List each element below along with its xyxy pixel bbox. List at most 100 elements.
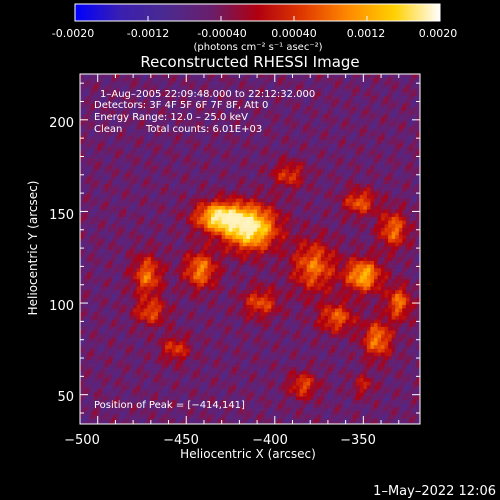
heatmap-cell [246,136,251,141]
heatmap-cell [122,246,127,251]
heatmap-cell [381,81,386,86]
heatmap-cell [327,253,333,258]
heatmap-cell [306,235,311,240]
heatmap-cell [182,238,187,244]
heatmap-cell [345,150,350,156]
heatmap-cell [377,117,382,123]
heatmap-cell [285,95,290,101]
heatmap-cell [239,74,244,79]
heatmap-cell [90,117,95,123]
heatmap-cell [87,158,92,163]
heatmap-cell [101,88,106,93]
heatmap-cell [420,243,424,247]
heatmap-cell [90,165,95,170]
heatmap-cell [257,172,262,178]
heatmap-cell [299,187,304,192]
heatmap-cell [274,176,279,181]
heatmap-cell [242,132,248,137]
heatmap-cell [303,183,308,189]
heatmap-cell [327,154,333,159]
heatmap-cell [306,74,311,79]
heatmap-cell [412,95,418,101]
heatmap-cell [239,220,244,225]
heatmap-cell [221,216,226,222]
heatmap-cell [335,143,340,148]
heatmap-cell [94,95,99,101]
heatmap-cell [409,205,414,211]
heatmap-cell [239,110,244,115]
heatmap-cell [147,154,152,159]
heatmap-cell [118,74,124,79]
heatmap-cell [388,99,393,104]
heatmap-cell [115,161,120,167]
heatmap-cell [118,81,124,86]
heatmap-cell [83,106,88,112]
heatmap-cell [211,246,216,251]
heatmap-cell [235,242,240,247]
heatmap-cell [140,121,145,126]
heatmap-cell [157,180,163,185]
heatmap-cell [228,161,233,167]
heatmap-cell [288,136,294,141]
heatmap-cell [363,227,368,233]
heatmap-cell [140,132,145,137]
heatmap-cell [143,257,148,262]
heatmap-cell [377,139,382,145]
heatmap-cell [101,176,106,181]
heatmap-cell [126,117,131,123]
heatmap-cell [398,202,403,207]
heatmap-cell [356,88,361,93]
heatmap-cell [420,125,424,129]
heatmap-cell [271,227,276,233]
heatmap-cell [118,161,124,167]
heatmap-cell [292,110,297,115]
heatmap-cell [352,238,357,244]
heatmap-cell [235,205,240,211]
heatmap-cell [271,194,276,200]
heatmap-cell [154,95,159,101]
heatmap-cell [349,147,354,152]
heatmap-cell [356,191,361,196]
heatmap-cell [274,103,279,108]
heatmap-cell [108,74,113,79]
heatmap-cell [122,99,127,104]
heatmap-cell [242,209,248,214]
heatmap-cell [154,246,159,251]
heatmap-cell [288,257,294,262]
heatmap-cell [402,128,407,134]
heatmap-cell [267,257,272,262]
heatmap-cell [140,161,145,167]
heatmap-cell [384,77,389,82]
heatmap-cell [140,257,145,262]
heatmap-cell [126,77,131,82]
heatmap-cell [366,147,372,152]
heatmap-cell [342,88,347,93]
heatmap-cell [122,106,127,112]
heatmap-cell [366,150,372,156]
heatmap-cell [395,132,400,137]
heatmap-cell [281,117,287,123]
heatmap-cell [274,191,279,196]
heatmap-cell [140,92,145,97]
heatmap-cell [271,154,276,159]
heatmap-cell [296,99,301,104]
heatmap-cell [278,139,283,145]
heatmap-cell [324,77,329,82]
heatmap-cell [395,125,400,130]
heatmap-cell [161,121,166,126]
heatmap-cell [313,147,318,152]
heatmap-cell [288,81,294,86]
heatmap-cell [253,154,258,159]
heatmap-cell [150,165,155,170]
heatmap-cell [320,77,325,82]
heatmap-cell [338,165,343,170]
heatmap-cell [274,154,279,159]
heatmap-cell [115,238,120,244]
heatmap-cell [370,99,375,104]
heatmap-cell [402,176,407,181]
heatmap-cell [274,128,279,134]
heatmap-cell [133,128,138,134]
heatmap-cell [161,103,166,108]
heatmap-cell [196,161,202,167]
heatmap-cell [87,202,92,207]
